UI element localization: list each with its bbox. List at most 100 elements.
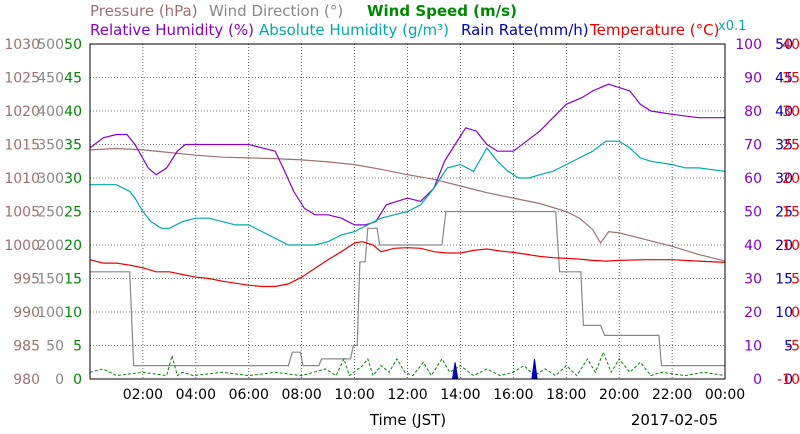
x-tick-label: 08:00 xyxy=(281,387,321,403)
legend-wind-speed: Wind Speed (m/s) xyxy=(367,2,517,20)
wind-speed-tick-label: 15 xyxy=(64,272,82,288)
wind-direction-tick-label: 150 xyxy=(37,272,64,288)
wind-speed-tick-label: 35 xyxy=(64,138,82,154)
x-tick-label: 06:00 xyxy=(229,387,269,403)
wind-speed-tick-label: 50 xyxy=(64,37,82,53)
legend-scale-note: x0.1 xyxy=(718,19,746,34)
humidity-tick-label: 100 xyxy=(735,37,762,53)
temperature-tick-label: -5 xyxy=(786,339,800,355)
legend-pressure: Pressure (hPa) xyxy=(90,2,198,20)
x-axis-label: Time (JST) xyxy=(369,411,446,429)
rain-rate-tick-label: 20 xyxy=(775,238,793,254)
x-tick-label: 18:00 xyxy=(546,387,586,403)
pressure-tick-label: 1000 xyxy=(4,238,40,254)
series-wind-speed-m-s xyxy=(89,350,726,377)
pressure-tick-label: 995 xyxy=(13,272,40,288)
wind-direction-tick-label: 50 xyxy=(46,339,64,355)
rain-rate-tick-label: 35 xyxy=(775,138,793,154)
pressure-tick-label: 1010 xyxy=(4,171,40,187)
series-temperature-c xyxy=(89,241,726,288)
wind-speed-tick-label: 0 xyxy=(73,372,82,388)
wind-speed-tick-label: 20 xyxy=(64,238,82,254)
wind-direction-tick-label: 250 xyxy=(37,205,64,221)
legend: Pressure (hPa) Wind Direction (°) Wind S… xyxy=(90,2,746,39)
pressure-tick-label: 1020 xyxy=(4,104,40,120)
wind-speed-tick-label: 45 xyxy=(64,71,82,87)
humidity-tick-label: 10 xyxy=(744,339,762,355)
wind-direction-tick-label: 500 xyxy=(37,37,64,53)
temperature-tick-label: 35 xyxy=(782,71,800,87)
left-axes: 1030102510201015101010051000995990985980… xyxy=(4,37,82,388)
legend-relative-humidity: Relative Humidity (%) xyxy=(90,21,254,39)
pressure-tick-label: 990 xyxy=(13,305,40,321)
temperature-tick-label: 15 xyxy=(782,205,800,221)
x-tick-label: 02:00 xyxy=(123,387,163,403)
x-tick-label: 04:00 xyxy=(176,387,216,403)
date-label: 2017-02-05 xyxy=(631,411,718,429)
x-tick-label: 14:00 xyxy=(440,387,480,403)
wind-direction-tick-label: 450 xyxy=(37,71,64,87)
wind-direction-tick-label: 300 xyxy=(37,171,64,187)
wind-speed-tick-label: 25 xyxy=(64,205,82,221)
series-wind-direction xyxy=(90,210,725,367)
legend-rain-rate: Rain Rate(mm/h) xyxy=(461,21,589,39)
temperature-tick-label: 0 xyxy=(791,305,800,321)
temperature-tick-label: 20 xyxy=(782,171,800,187)
pressure-tick-label: 1025 xyxy=(4,71,40,87)
temperature-tick-label: 5 xyxy=(791,272,800,288)
pressure-tick-label: 1015 xyxy=(4,138,40,154)
wind-direction-tick-label: 200 xyxy=(37,238,64,254)
x-tick-label: 16:00 xyxy=(493,387,533,403)
humidity-tick-label: 80 xyxy=(744,104,762,120)
rain-rate-tick-label: 5 xyxy=(784,339,793,355)
humidity-tick-label: 50 xyxy=(744,205,762,221)
x-axis: 02:00 04:00 06:00 08:00 10:00 12:00 14:00 16:00… xyxy=(123,387,745,403)
series-absolute-humidity-g-m xyxy=(90,140,726,246)
plot-frame xyxy=(89,43,726,380)
x-tick-label: 10:00 xyxy=(334,387,374,403)
humidity-tick-label: 20 xyxy=(744,305,762,321)
rain-rate-tick-label: 30 xyxy=(775,171,793,187)
rain-rate-tick-label: 10 xyxy=(775,305,793,321)
rain-rate-tick-label: 50 xyxy=(775,37,793,53)
wind-direction-tick-label: 350 xyxy=(37,138,64,154)
x-tick-label: 00:00 xyxy=(705,387,745,403)
wind-direction-tick-label: 0 xyxy=(55,372,64,388)
humidity-tick-label: 70 xyxy=(744,138,762,154)
rain-rate-tick-label: 40 xyxy=(775,104,793,120)
temperature-tick-label: 25 xyxy=(782,138,800,154)
wind-speed-tick-label: 30 xyxy=(64,171,82,187)
wind-direction-tick-label: 100 xyxy=(37,305,64,321)
rain-rate-tick-label: 0 xyxy=(784,372,793,388)
rain-rate-tick-label: 25 xyxy=(775,205,793,221)
rain-rate-tick-label: 45 xyxy=(775,71,793,87)
humidity-tick-label: 60 xyxy=(744,171,762,187)
wind-speed-tick-label: 5 xyxy=(73,339,82,355)
humidity-tick-label: 90 xyxy=(744,71,762,87)
x-tick-label: 22:00 xyxy=(652,387,692,403)
pressure-tick-label: 1005 xyxy=(4,205,40,221)
pressure-tick-label: 980 xyxy=(13,372,40,388)
temperature-tick-label: 30 xyxy=(782,104,800,120)
wind-direction-tick-label: 400 xyxy=(37,104,64,120)
temperature-tick-label: -10 xyxy=(777,372,800,388)
pressure-tick-label: 1030 xyxy=(4,37,40,53)
wind-speed-tick-label: 10 xyxy=(64,305,82,321)
legend-absolute-humidity: Absolute Humidity (g/m³) xyxy=(259,21,449,39)
temperature-tick-label: 40 xyxy=(782,37,800,53)
pressure-tick-label: 985 xyxy=(13,339,40,355)
right-axes: 1009080706050403020100504540353025201510… xyxy=(735,37,800,388)
humidity-tick-label: 40 xyxy=(744,238,762,254)
temperature-tick-label: 10 xyxy=(782,238,800,254)
legend-temperature: Temperature (°C) xyxy=(589,21,719,39)
x-tick-label: 12:00 xyxy=(387,387,427,403)
rain-rate-tick-label: 15 xyxy=(775,272,793,288)
wind-speed-tick-label: 40 xyxy=(64,104,82,120)
legend-wind-direction: Wind Direction (°) xyxy=(209,2,343,20)
series-relative-humidity xyxy=(89,83,725,226)
x-tick-label: 20:00 xyxy=(599,387,639,403)
humidity-tick-label: 0 xyxy=(753,372,762,388)
series-pressure-hpa xyxy=(89,147,726,262)
humidity-tick-label: 30 xyxy=(744,272,762,288)
